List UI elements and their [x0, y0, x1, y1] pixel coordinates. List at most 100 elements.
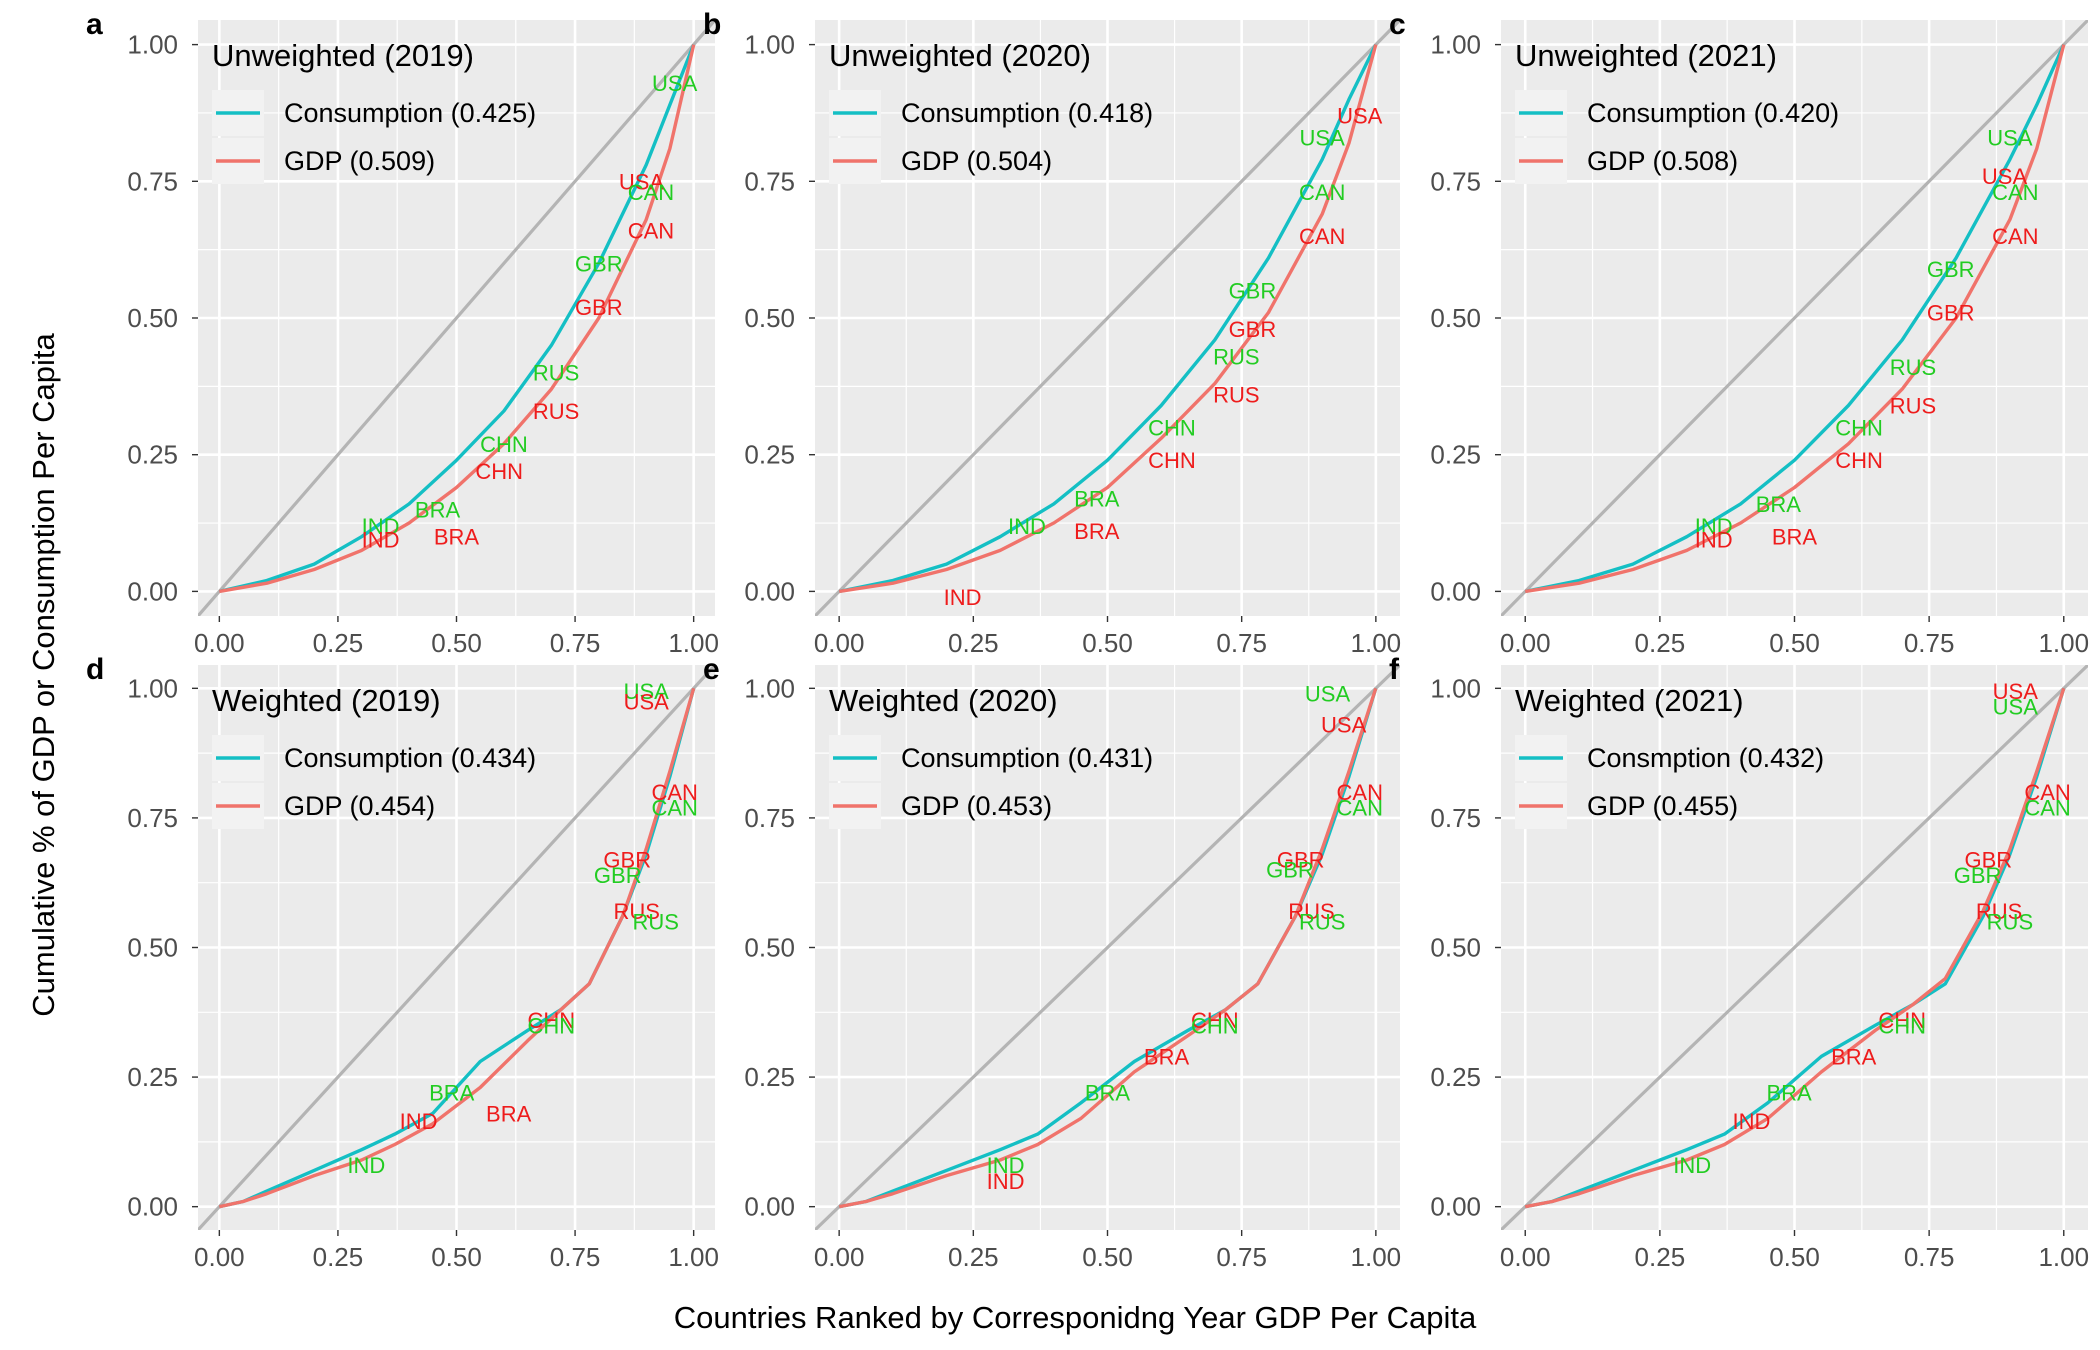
plot-area [1501, 665, 2088, 1230]
country-label-chn: CHN [528, 1013, 576, 1038]
panel-letter: a [86, 8, 103, 41]
x-tick-label: 1.00 [2038, 1242, 2089, 1272]
country-label-bra: BRA [1766, 1081, 1812, 1106]
y-tick-label: 0.00 [1430, 576, 1481, 606]
country-label-bra: BRA [1756, 492, 1802, 517]
y-tick-label: 0.00 [744, 576, 795, 606]
country-label-ind: IND [944, 585, 982, 610]
x-tick-label: 0.25 [1635, 1242, 1686, 1272]
panel-c: USAUSACANCANGBRGBRRUSRUSCHNCHNBRABRAINDI… [1389, 8, 2089, 658]
country-label-rus: RUS [1976, 899, 2022, 924]
x-tick-label: 0.50 [1769, 1242, 1820, 1272]
x-tick-label: 0.75 [550, 628, 601, 658]
legend: Weighted (2021) Consmption (0.432) GDP (0.… [1515, 683, 1824, 829]
country-label-ind: IND [987, 1153, 1025, 1178]
y-tick-label: 0.75 [127, 803, 178, 833]
country-label-ind: IND [400, 1109, 438, 1134]
x-axis-title: Countries Ranked by Corresponidng Year G… [674, 1300, 1477, 1335]
equality-line [815, 665, 1400, 1230]
legend-label: GDP (0.454) [284, 791, 435, 821]
country-label-gbr: GBR [594, 863, 642, 888]
country-label-chn: CHN [480, 432, 528, 457]
country-label-gbr: GBR [575, 251, 623, 276]
y-tick-label: 0.25 [127, 1062, 178, 1092]
country-label-bra: BRA [429, 1081, 475, 1106]
x-tick-label: 0.00 [814, 1242, 865, 1272]
x-tick-label: 0.00 [194, 1242, 245, 1272]
x-tick-label: 1.00 [668, 1242, 719, 1272]
country-label-gbr: GBR [1229, 279, 1277, 304]
panel-e: USAUSACANCANGBRGBRRUSRUSCHNCHNBRABRAINDI… [703, 653, 1401, 1272]
country-label-chn: CHN [1878, 1008, 1926, 1033]
country-label-usa: USA [624, 679, 670, 704]
country-label-ind: IND [362, 527, 400, 552]
country-label-can: CAN [651, 780, 697, 805]
legend-label: GDP (0.509) [284, 146, 435, 176]
country-label-bra: BRA [1831, 1044, 1877, 1069]
country-label-ind: IND [1732, 1109, 1770, 1134]
country-label-usa: USA [652, 71, 698, 96]
legend-label: GDP (0.455) [1587, 791, 1738, 821]
legend-label: Consumption (0.418) [901, 98, 1153, 128]
legend-title: Weighted (2021) [1515, 683, 1744, 718]
equality-line [198, 20, 715, 616]
country-label-gbr: GBR [1927, 257, 1975, 282]
y-tick-label: 1.00 [744, 30, 795, 60]
y-tick-label: 1.00 [744, 673, 795, 703]
legend: Weighted (2020) Consumption (0.431) GDP (0… [829, 683, 1153, 829]
legend: Unweighted (2020) Consumption (0.418) GDP … [829, 38, 1153, 184]
x-tick-label: 0.25 [313, 1242, 364, 1272]
country-label-gbr: GBR [1954, 863, 2002, 888]
y-tick-label: 1.00 [1430, 30, 1481, 60]
country-label-gbr: GBR [1277, 847, 1325, 872]
y-axis-title: Cumulative % of GDP or Consumption Per C… [26, 333, 61, 1017]
x-tick-label: 0.50 [1769, 628, 1820, 658]
country-label-chn: CHN [475, 459, 523, 484]
legend-label: GDP (0.504) [901, 146, 1052, 176]
x-tick-label: 0.50 [1082, 628, 1133, 658]
country-label-rus: RUS [533, 399, 579, 424]
country-label-chn: CHN [1148, 448, 1196, 473]
country-label-usa: USA [1987, 126, 2033, 151]
country-label-bra: BRA [486, 1101, 532, 1126]
country-label-bra: BRA [415, 497, 461, 522]
legend-label: GDP (0.453) [901, 791, 1052, 821]
legend-title: Unweighted (2020) [829, 38, 1091, 73]
country-label-can: CAN [628, 180, 674, 205]
country-label-ind: IND [1695, 527, 1733, 552]
y-tick-label: 0.50 [127, 933, 178, 963]
legend-label: Consumption (0.431) [901, 743, 1153, 773]
country-label-gbr: GBR [575, 295, 623, 320]
x-tick-label: 0.25 [948, 628, 999, 658]
country-label-bra: BRA [1144, 1044, 1190, 1069]
y-tick-label: 0.00 [1430, 1192, 1481, 1222]
y-tick-label: 0.25 [1430, 440, 1481, 470]
x-tick-label: 0.75 [1904, 1242, 1955, 1272]
country-label-usa: USA [1993, 679, 2039, 704]
country-label-rus: RUS [533, 361, 579, 386]
panel-letter: b [703, 8, 721, 41]
x-tick-label: 0.50 [431, 1242, 482, 1272]
y-tick-label: 0.00 [127, 576, 178, 606]
country-label-gbr: GBR [1927, 301, 1975, 326]
country-label-gbr: GBR [1965, 847, 2013, 872]
x-tick-label: 0.75 [1216, 628, 1267, 658]
x-tick-label: 0.25 [1635, 628, 1686, 658]
country-label-ind: IND [987, 1169, 1025, 1194]
y-tick-label: 0.75 [744, 166, 795, 196]
y-tick-label: 0.75 [1430, 166, 1481, 196]
plot-area [1501, 20, 2088, 616]
country-label-rus: RUS [632, 910, 678, 935]
series-line-consumption [218, 43, 696, 594]
country-label-rus: RUS [1299, 910, 1345, 935]
x-tick-label: 1.00 [1351, 628, 1402, 658]
country-label-chn: CHN [1148, 415, 1196, 440]
y-tick-label: 0.75 [1430, 803, 1481, 833]
country-label-chn: CHN [1878, 1013, 1926, 1038]
x-tick-label: 0.00 [814, 628, 865, 658]
legend: Weighted (2019) Consumption (0.434) GDP (0… [212, 683, 536, 829]
country-label-usa: USA [1993, 694, 2039, 719]
panel-a: USAUSACANCANGBRGBRRUSRUSCHNCHNBRABRAINDI… [86, 8, 719, 658]
country-label-chn: CHN [1835, 415, 1883, 440]
x-tick-label: 0.75 [1904, 628, 1955, 658]
